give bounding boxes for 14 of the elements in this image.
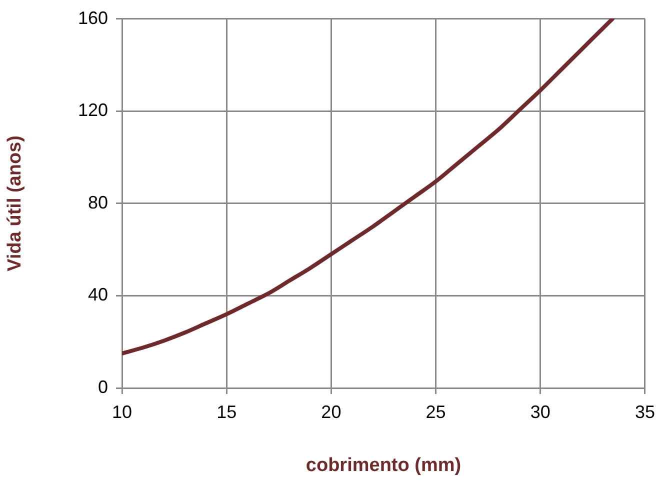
y-tick-label: 0 [98,376,108,397]
x-tick-label: 20 [321,402,342,422]
y-tick-label: 80 [88,192,108,212]
x-axis-title: cobrimento (mm) [306,454,462,476]
y-tick-label: 160 [78,8,108,28]
line-series [122,18,615,356]
y-tick-label: 40 [88,284,108,305]
x-tick-label: 25 [426,402,446,422]
x-tick-label: 30 [530,402,550,422]
y-tick-label: 120 [78,100,108,120]
x-tick-label: 15 [216,402,237,422]
x-tick-label: 35 [634,402,656,422]
x-tick-label: 10 [112,402,132,422]
y-axis-title: Vida útil (anos) [4,135,26,272]
